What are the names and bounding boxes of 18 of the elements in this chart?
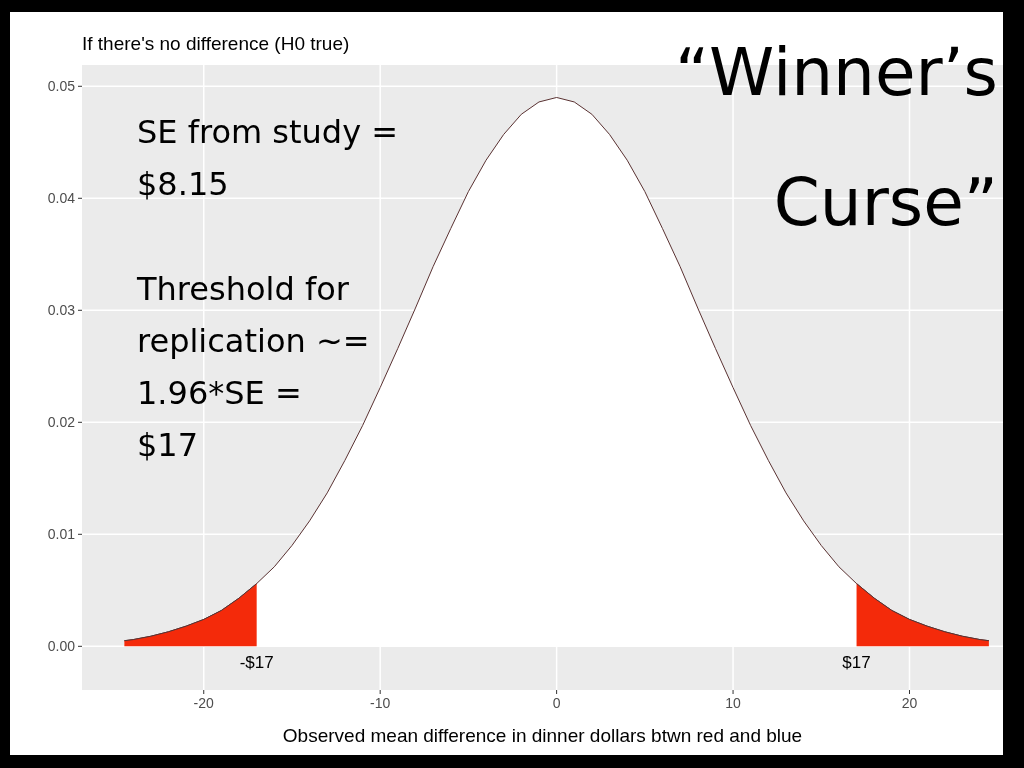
annotation: SE from study = $8.15 [137, 113, 399, 203]
x-tick-label: 0 [552, 695, 561, 711]
annotation: $17 [842, 653, 871, 673]
y-tick-label: 0.02 [47, 414, 76, 431]
y-tick-label: 0.01 [47, 526, 76, 543]
annotation: -$17 [239, 653, 274, 673]
x-tick-label: 10 [725, 695, 742, 711]
y-tick-label: 0.05 [47, 78, 76, 95]
x-tick-label: 20 [901, 695, 918, 711]
y-tick-label: 0.04 [47, 190, 76, 207]
x-tick-label: -10 [370, 695, 391, 711]
annotation: Threshold for replication ~= 1.96*SE = $17 [136, 270, 370, 464]
x-axis-title: Observed mean difference in dinner dollars btwn red and blue [282, 725, 803, 746]
annotation: “Winner’s Curse” [674, 34, 998, 241]
chart-title: If there's no difference (H0 true) [82, 33, 350, 54]
y-tick-label: 0.03 [47, 302, 76, 319]
y-tick-label: 0.00 [47, 638, 76, 655]
x-tick-label: -20 [193, 695, 215, 711]
